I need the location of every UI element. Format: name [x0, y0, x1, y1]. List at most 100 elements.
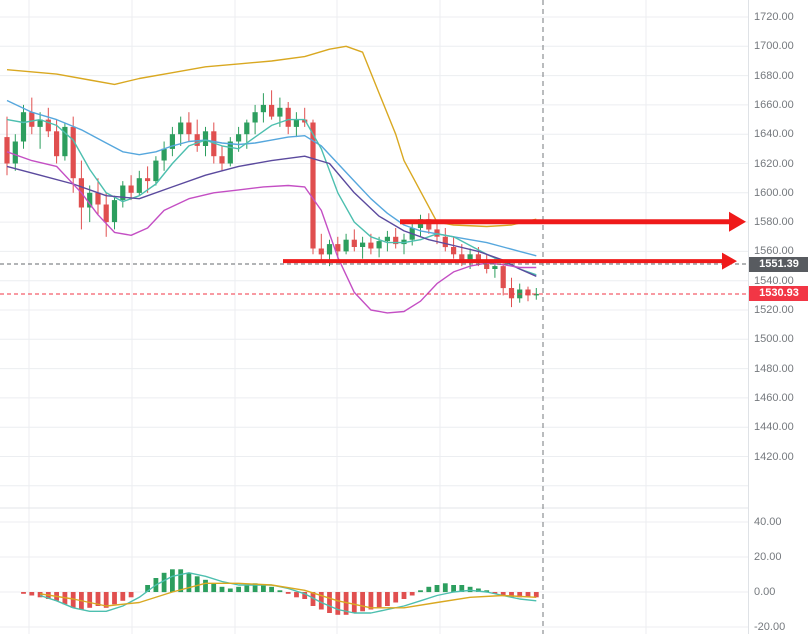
price-axis-label: 1500.00 [754, 333, 794, 345]
price-axis-label: 20.00 [754, 551, 782, 563]
macd-histogram-bar [492, 592, 498, 594]
price-axis[interactable]: 1720.00 1700.00 1680.00 1660.00 1640.00 1620.… [748, 0, 808, 634]
candle-body [4, 137, 10, 164]
candle-body [70, 126, 76, 179]
macd-histogram-bar [451, 585, 456, 592]
macd-histogram-bar [517, 592, 523, 598]
macd-layer [21, 569, 539, 615]
macd-histogram-bar [227, 588, 233, 592]
candle-body [87, 192, 93, 208]
macd-histogram-bar [244, 585, 250, 592]
macd-histogram-bar [145, 585, 150, 592]
macd-histogram-bar [269, 586, 274, 593]
macd-histogram-bar [318, 592, 324, 610]
candle-body [236, 134, 242, 142]
macd-histogram-bar [170, 569, 175, 593]
candle-body [194, 134, 200, 146]
ma-blue-line [6, 99, 537, 257]
macd-histogram-bar [219, 586, 225, 593]
candle-body [252, 112, 258, 123]
price-axis-label: 1640.00 [754, 128, 794, 140]
chart-canvas[interactable] [0, 0, 748, 634]
candle-body [260, 104, 266, 113]
macd-histogram-bar [95, 592, 101, 606]
macd-histogram-bar [277, 590, 283, 593]
candle-body [293, 119, 299, 127]
candle-body [302, 119, 308, 123]
price-badge-1551.39[interactable]: 1551.39 [749, 257, 808, 272]
macd-histogram-bar [302, 592, 308, 599]
price-axis-label: 1600.00 [754, 187, 794, 199]
macd-histogram-bar [343, 592, 349, 615]
candle-body [95, 192, 101, 205]
macd-histogram-bar [21, 592, 26, 594]
candle-body [326, 244, 333, 255]
macd-histogram-bar [87, 592, 93, 608]
candle-body [20, 112, 27, 142]
price-axis-label: 1700.00 [754, 40, 794, 52]
candle-body [45, 119, 51, 132]
candle-body [343, 239, 349, 252]
macd-histogram-bar [385, 592, 390, 606]
price-axis-label: 1660.00 [754, 99, 794, 111]
candle-body [277, 107, 283, 117]
trend-arrow-head-1 [729, 211, 746, 232]
grid-layer [0, 0, 748, 634]
price-axis-label: 1420.00 [754, 451, 794, 463]
price-axis-label: 1440.00 [754, 421, 794, 433]
macd-histogram-bar [261, 585, 266, 592]
price-axis-label: 1720.00 [754, 11, 794, 23]
trend-arrow-head-2 [722, 252, 737, 270]
macd-histogram-bar [476, 588, 481, 592]
candle-body [467, 254, 473, 262]
candle-body [111, 200, 118, 223]
price-axis-label: 1520.00 [754, 304, 794, 316]
macd-histogram-bar [128, 592, 134, 598]
candle-body [451, 247, 457, 255]
macd-histogram-bar [294, 592, 299, 598]
price-axis-label: 1680.00 [754, 70, 794, 82]
macd-histogram-bar [186, 572, 192, 593]
candle-body [500, 266, 506, 289]
candle-body [178, 122, 184, 135]
macd-histogram-bar [211, 583, 217, 593]
price-badge-1530.93[interactable]: 1530.93 [749, 286, 808, 301]
candle-body [269, 104, 275, 117]
macd-histogram-bar [467, 586, 473, 593]
macd-histogram-bar [112, 592, 117, 605]
candle-body [484, 263, 490, 269]
macd-histogram-bar [327, 592, 332, 613]
macd-histogram-bar [285, 592, 291, 594]
candle-body [525, 289, 531, 296]
macd-histogram-bar [509, 592, 514, 598]
macd-histogram-bar [310, 592, 316, 606]
candle-body [169, 134, 175, 149]
price-axis-label: 1540.00 [754, 275, 794, 287]
macd-histogram-bar [203, 579, 208, 593]
candle-body [37, 119, 43, 127]
price-axis-label: 0.00 [754, 586, 776, 598]
macd-histogram-bar [70, 592, 76, 608]
ma-purple-line [6, 155, 537, 277]
candle-body [442, 236, 448, 248]
levels-layer [0, 263, 748, 295]
price-axis-label: 1480.00 [754, 363, 794, 375]
macd-histogram-bar [401, 592, 407, 599]
candle-body [393, 236, 399, 245]
candle-body [161, 148, 167, 161]
candle-body [335, 244, 341, 252]
candle-body [376, 241, 382, 249]
candle-body [384, 236, 390, 242]
macd-histogram-bar [500, 592, 506, 596]
ma-teal-line [6, 118, 537, 276]
macd-histogram-bar [103, 592, 109, 608]
price-axis-label: -20.00 [754, 621, 786, 633]
macd-histogram-bar [434, 585, 440, 592]
macd-histogram-bar [459, 585, 465, 592]
candle-body [128, 185, 134, 193]
candle-body [244, 122, 250, 135]
macd-histogram-bar [418, 590, 423, 593]
macd-histogram-bar [236, 586, 241, 593]
candle-body [533, 293, 539, 296]
price-axis-label: 40.00 [754, 516, 782, 528]
